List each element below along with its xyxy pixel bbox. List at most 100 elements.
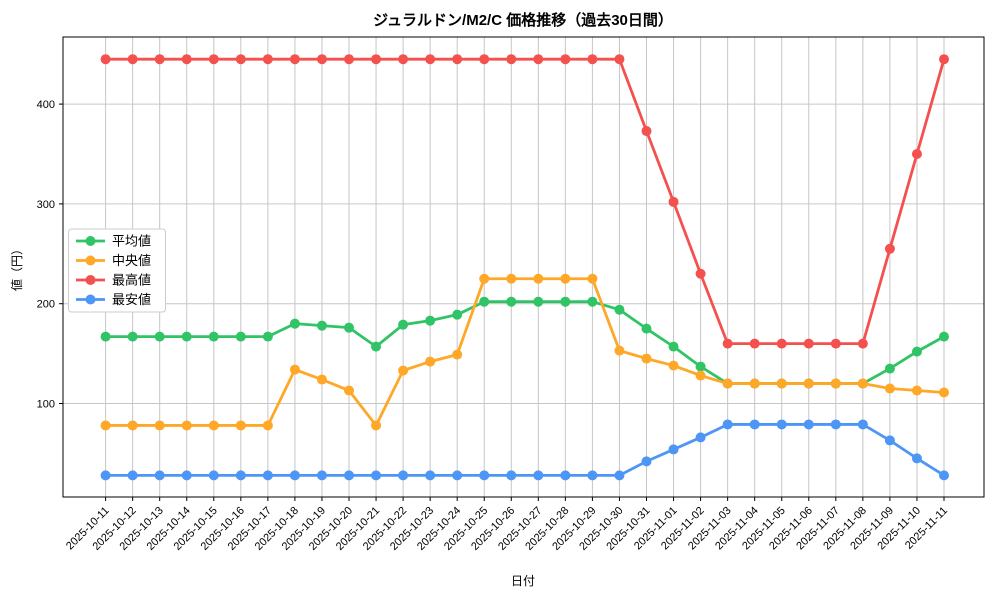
- data-point-min: [641, 456, 652, 467]
- data-point-average: [614, 304, 625, 315]
- data-point-median: [289, 364, 300, 375]
- data-point-min: [506, 470, 517, 481]
- data-point-average: [911, 346, 922, 357]
- data-point-median: [479, 273, 490, 284]
- data-point-median: [749, 378, 760, 389]
- data-point-min: [830, 419, 841, 430]
- data-point-max: [506, 54, 517, 65]
- data-point-max: [262, 54, 273, 65]
- data-point-median: [614, 345, 625, 356]
- data-point-median: [425, 356, 436, 367]
- data-point-max: [722, 338, 733, 349]
- data-point-max: [911, 149, 922, 159]
- data-point-average: [479, 296, 490, 307]
- data-point-max: [289, 54, 300, 65]
- data-point-average: [154, 331, 165, 342]
- data-point-min: [938, 470, 949, 481]
- data-point-max: [857, 338, 868, 349]
- plot-layer: 1002003004002025-10-112025-10-122025-10-…: [37, 36, 985, 553]
- data-point-median: [803, 378, 814, 389]
- legend-label-median: 中央値: [112, 253, 151, 268]
- y-tick-label: 400: [37, 99, 55, 111]
- data-point-min: [262, 470, 273, 481]
- data-point-median: [452, 349, 463, 360]
- legend-label-min: 最安値: [112, 292, 151, 307]
- data-point-max: [776, 338, 787, 349]
- data-point-min: [533, 470, 544, 481]
- data-point-min: [181, 470, 192, 481]
- legend-marker-min: [85, 294, 96, 305]
- data-point-min: [560, 470, 571, 481]
- data-point-median: [181, 420, 192, 431]
- data-point-max: [830, 338, 841, 349]
- legend-label-max: 最高値: [112, 273, 151, 288]
- data-point-min: [398, 470, 409, 481]
- data-point-average: [208, 331, 219, 342]
- data-point-average: [344, 322, 355, 333]
- data-point-min: [425, 470, 436, 481]
- data-point-median: [154, 420, 165, 431]
- data-point-median: [127, 420, 138, 431]
- legend-marker-median: [85, 255, 96, 266]
- data-point-median: [560, 273, 571, 284]
- legend-box: [68, 228, 166, 313]
- y-tick-label: 200: [37, 299, 55, 311]
- data-point-max: [479, 54, 490, 65]
- data-point-median: [235, 420, 246, 431]
- data-point-max: [587, 54, 598, 65]
- data-point-min: [235, 470, 246, 481]
- data-point-max: [533, 54, 544, 65]
- data-point-min: [154, 470, 165, 481]
- data-point-average: [452, 309, 463, 320]
- data-point-max: [695, 268, 706, 279]
- data-point-average: [425, 315, 436, 326]
- data-point-max: [235, 54, 246, 65]
- data-point-average: [371, 341, 382, 352]
- data-point-max: [668, 196, 679, 207]
- y-tick-label: 100: [37, 399, 55, 411]
- data-point-min: [127, 470, 138, 481]
- data-point-min: [479, 470, 490, 481]
- data-point-min: [452, 470, 463, 481]
- plot-border: [62, 36, 985, 498]
- data-point-max: [344, 54, 355, 65]
- data-point-average: [235, 331, 246, 342]
- data-point-min: [371, 470, 382, 481]
- data-point-min: [587, 470, 598, 481]
- data-point-max: [398, 54, 409, 65]
- data-point-min: [803, 419, 814, 430]
- data-point-median: [100, 420, 111, 431]
- data-point-min: [722, 419, 733, 430]
- data-point-median: [668, 360, 679, 371]
- data-point-min: [208, 470, 219, 481]
- y-tick-label: 300: [37, 199, 55, 211]
- chart-title: ジュラルドン/M2/C 価格推移（過去30日間）: [373, 11, 673, 29]
- data-point-median: [398, 365, 409, 376]
- legend-label-average: 平均値: [112, 234, 151, 249]
- data-point-min: [614, 470, 625, 481]
- data-point-max: [371, 54, 382, 65]
- data-point-median: [884, 383, 895, 394]
- data-point-median: [857, 378, 868, 389]
- data-point-max: [884, 243, 895, 254]
- data-point-median: [776, 378, 787, 389]
- data-point-min: [911, 453, 922, 464]
- data-point-average: [506, 296, 517, 307]
- data-point-max: [452, 54, 463, 65]
- data-point-max: [425, 54, 436, 65]
- data-point-median: [344, 385, 355, 396]
- data-point-average: [127, 331, 138, 342]
- data-point-min: [695, 432, 706, 443]
- data-point-median: [938, 387, 949, 398]
- data-point-median: [695, 370, 706, 381]
- data-point-median: [641, 353, 652, 364]
- data-point-min: [344, 470, 355, 481]
- data-point-average: [289, 318, 300, 329]
- data-point-max: [208, 54, 219, 65]
- data-point-median: [506, 273, 517, 284]
- data-point-median: [208, 420, 219, 431]
- data-point-median: [911, 385, 922, 396]
- data-point-max: [181, 54, 192, 65]
